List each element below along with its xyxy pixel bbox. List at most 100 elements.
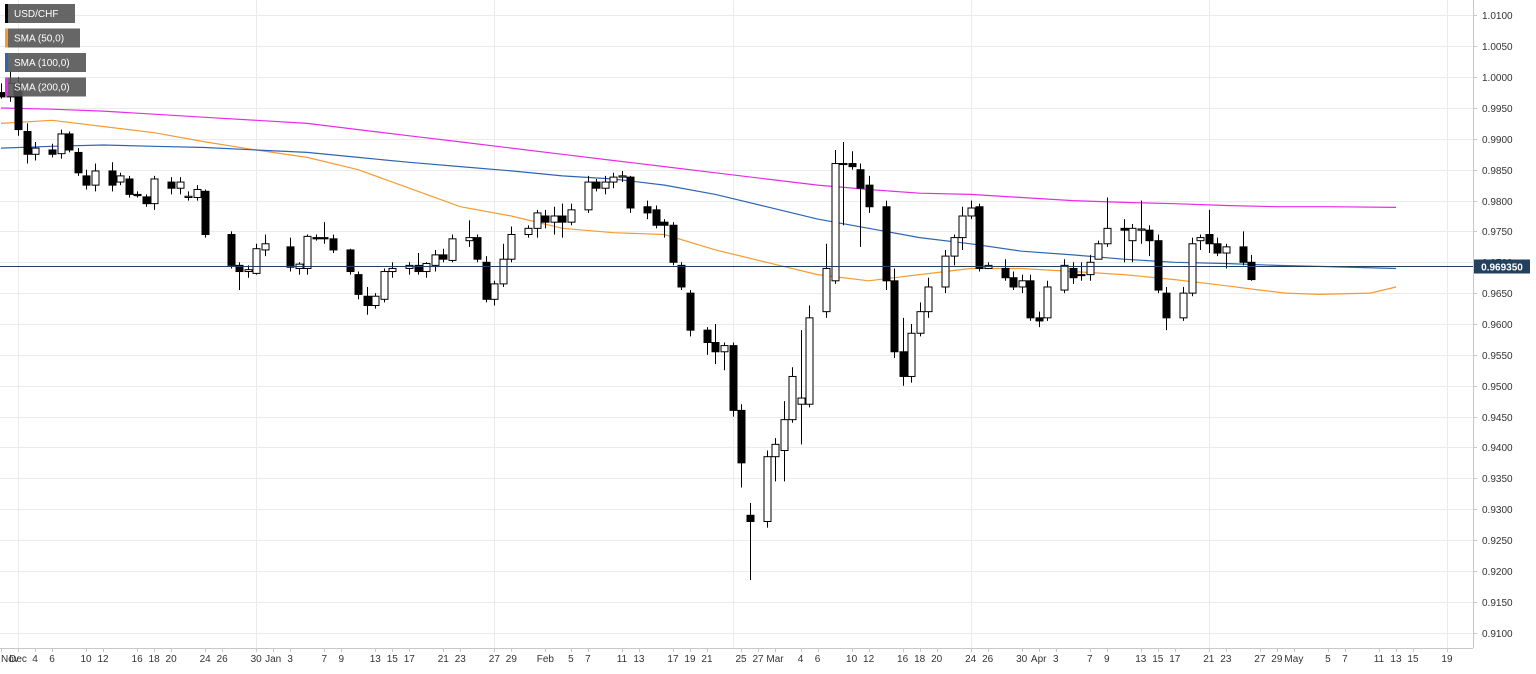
candle-body — [941, 255, 950, 288]
candle-body — [541, 215, 550, 223]
x-tick-label: Feb — [537, 654, 555, 665]
candle-body — [380, 271, 389, 300]
candle-down — [1239, 231, 1248, 266]
y-tick-label: 0.9650 — [1482, 289, 1513, 300]
x-tick-label: 6 — [49, 654, 55, 665]
candle-up — [601, 175, 610, 195]
candle-body — [235, 264, 244, 273]
candle-body — [550, 215, 559, 223]
candle-body — [414, 264, 423, 273]
x-tick-label: 5 — [1325, 654, 1331, 665]
candle-body — [771, 443, 780, 458]
candle-up — [550, 206, 559, 235]
candle-up — [193, 185, 202, 201]
x-tick-label: 23 — [1220, 654, 1232, 665]
candle-body — [48, 149, 57, 155]
candle-down — [329, 234, 338, 254]
candle-body — [558, 215, 567, 223]
y-tick-label: 0.9950 — [1482, 104, 1513, 115]
legend-item[interactable]: SMA (100,0) — [5, 53, 86, 72]
legend-item[interactable]: USD/CHF — [5, 4, 75, 23]
x-tick-label: 13 — [1390, 654, 1402, 665]
candle-body — [916, 311, 925, 334]
candle-body — [482, 261, 491, 300]
candle-down — [1213, 237, 1222, 257]
candle-body — [592, 181, 601, 189]
candle-body — [882, 206, 891, 282]
candle-body — [601, 181, 610, 189]
candle-up — [465, 220, 474, 247]
y-tick-label: 0.9850 — [1482, 166, 1513, 177]
x-tick-label: 20 — [166, 654, 178, 665]
candle-body — [1026, 280, 1035, 319]
candle-down — [201, 189, 210, 238]
legend-label: SMA (200,0) — [14, 83, 70, 94]
candle-up — [184, 191, 193, 201]
candle-up — [1222, 243, 1231, 269]
x-tick-label: 15 — [1407, 654, 1419, 665]
candle-body — [23, 130, 32, 155]
candle-body — [703, 329, 712, 344]
candle-down — [711, 324, 720, 365]
candle-body — [1077, 274, 1086, 277]
candle-body — [584, 181, 593, 211]
candle-down — [669, 222, 678, 266]
candle-body — [303, 235, 312, 269]
candle-body — [439, 254, 448, 260]
candle-body — [91, 170, 100, 186]
candle-body — [31, 147, 40, 155]
candle-body — [499, 258, 508, 285]
last-price-tag — [1474, 259, 1530, 274]
x-tick-label: 29 — [506, 654, 518, 665]
candle-up — [831, 149, 840, 284]
legend-item[interactable]: SMA (200,0) — [5, 77, 86, 97]
x-tick-label: 3 — [287, 654, 293, 665]
candle-body — [1145, 229, 1154, 242]
y-tick-label: 0.9600 — [1482, 320, 1513, 331]
candle-up — [584, 175, 593, 213]
candle-down — [686, 290, 695, 337]
candle-down — [74, 148, 83, 176]
candle-up — [91, 163, 100, 192]
x-tick-label: 10 — [80, 654, 92, 665]
candle-body — [1162, 292, 1171, 319]
y-tick-label: 0.9350 — [1482, 474, 1513, 485]
y-tick-label: 0.9450 — [1482, 413, 1513, 424]
sma-2000-line — [0, 107, 1397, 208]
candle-body — [448, 238, 457, 261]
legend-color-swatch — [5, 77, 8, 97]
x-tick-label: 24 — [200, 654, 212, 665]
legend-label: SMA (100,0) — [14, 58, 70, 69]
axes: 1.0100 1.0050 1.0000 0.9950 0.9900 0.9850 0.98… — [0, 0, 1513, 665]
x-tick-label: 7 — [585, 654, 591, 665]
y-tick-label: 0.9550 — [1482, 351, 1513, 362]
x-tick-label: 30 — [251, 654, 263, 665]
candle-up — [797, 330, 806, 445]
candle-up — [822, 243, 831, 318]
candle-up — [924, 277, 933, 318]
x-tick-label: 16 — [897, 654, 909, 665]
legend[interactable]: USD/CHF SMA (50,0) SMA (100,0) SMA (200,0) — [5, 4, 86, 97]
candle-body — [1069, 267, 1078, 279]
legend-chip-bg — [5, 28, 80, 48]
x-tick-label: 18 — [914, 654, 926, 665]
candle-body — [116, 175, 125, 183]
candle-body — [1213, 243, 1222, 254]
candle-body — [660, 221, 669, 226]
x-tick-label: 6 — [815, 654, 821, 665]
candle-body — [286, 246, 295, 268]
candle-down — [1162, 286, 1171, 331]
x-tick-label: 26 — [217, 654, 229, 665]
candle-up — [431, 249, 440, 272]
x-tick-label: May — [1284, 654, 1303, 665]
x-tick-label: 11 — [617, 654, 628, 665]
x-tick-label: 13 — [633, 654, 645, 665]
candle-body — [958, 215, 967, 239]
candle-up — [609, 172, 618, 189]
candle-body — [167, 181, 176, 189]
legend-item[interactable]: SMA (50,0) — [5, 28, 80, 48]
candle-body — [1094, 243, 1103, 260]
candle-body — [1103, 227, 1112, 245]
